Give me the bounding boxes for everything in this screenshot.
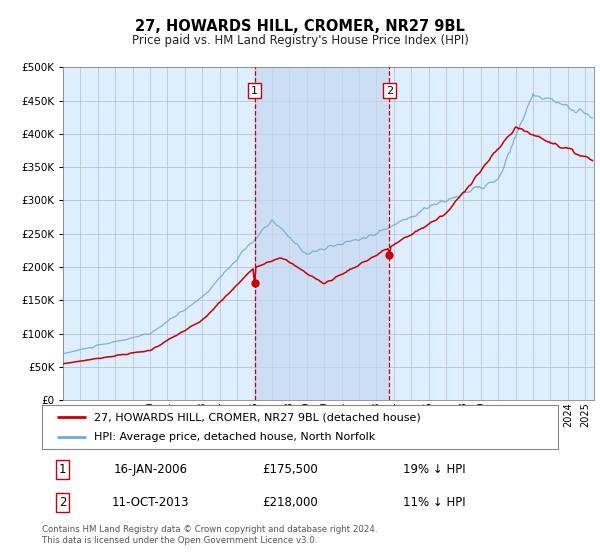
Text: HPI: Average price, detached house, North Norfolk: HPI: Average price, detached house, Nort… xyxy=(94,432,375,442)
Text: £218,000: £218,000 xyxy=(262,496,317,510)
Text: 1: 1 xyxy=(251,86,258,96)
Text: 1: 1 xyxy=(59,463,67,476)
Text: Contains HM Land Registry data © Crown copyright and database right 2024.
This d: Contains HM Land Registry data © Crown c… xyxy=(42,525,377,545)
Text: 19% ↓ HPI: 19% ↓ HPI xyxy=(403,463,466,476)
Text: 11-OCT-2013: 11-OCT-2013 xyxy=(112,496,189,510)
Text: 2: 2 xyxy=(386,86,393,96)
Text: 11% ↓ HPI: 11% ↓ HPI xyxy=(403,496,466,510)
Text: Price paid vs. HM Land Registry's House Price Index (HPI): Price paid vs. HM Land Registry's House … xyxy=(131,34,469,46)
Text: 27, HOWARDS HILL, CROMER, NR27 9BL: 27, HOWARDS HILL, CROMER, NR27 9BL xyxy=(135,19,465,34)
Text: £175,500: £175,500 xyxy=(262,463,317,476)
Bar xyxy=(254,67,389,400)
Text: 2: 2 xyxy=(59,496,67,510)
Text: 27, HOWARDS HILL, CROMER, NR27 9BL (detached house): 27, HOWARDS HILL, CROMER, NR27 9BL (deta… xyxy=(94,412,421,422)
Text: 16-JAN-2006: 16-JAN-2006 xyxy=(113,463,187,476)
